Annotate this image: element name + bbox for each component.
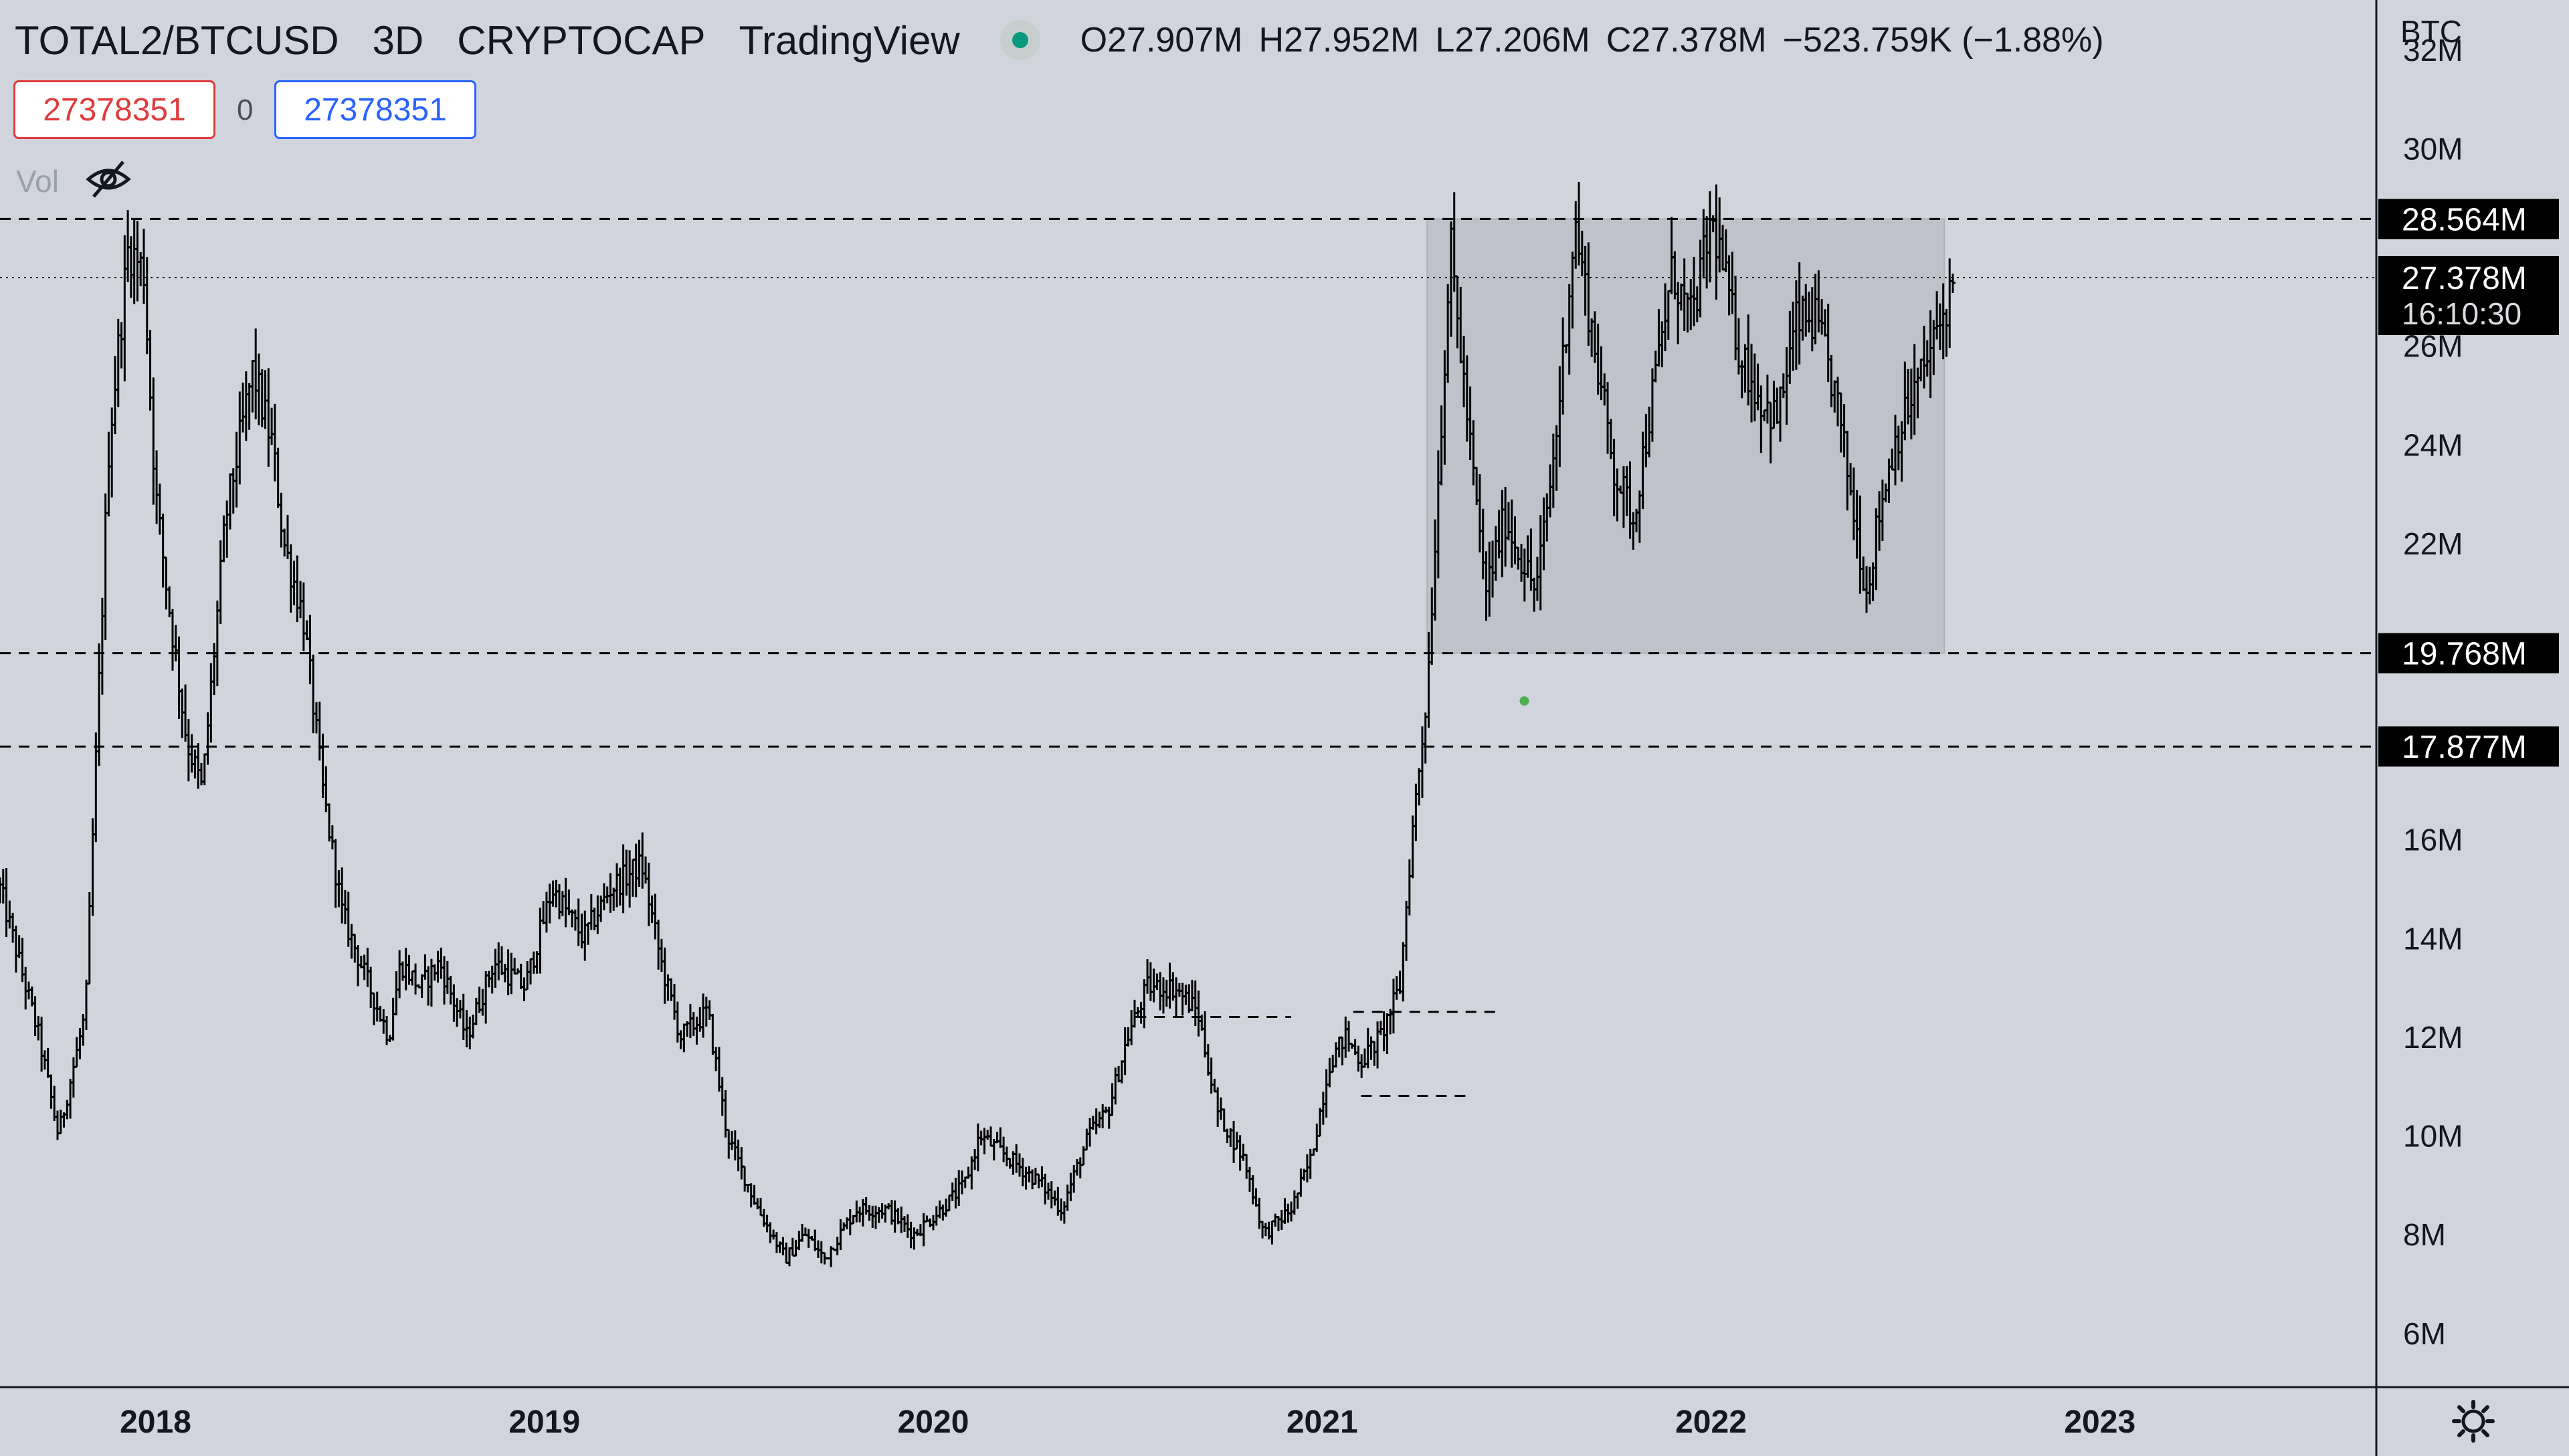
signal-marker-dot: [1519, 696, 1529, 706]
level-label-box: [2378, 199, 2559, 239]
axis-unit-label: BTC: [2400, 14, 2462, 49]
x-tick-label: 2018: [120, 1405, 191, 1440]
sell-button[interactable]: 27378351: [13, 80, 215, 139]
eye-off-icon[interactable]: [84, 158, 132, 201]
x-tick-label: 2021: [1287, 1405, 1358, 1440]
y-tick-label: 12M: [2403, 1020, 2463, 1055]
level-lines-layer: [0, 217, 2376, 1098]
exchange-label: CRYPTOCAP: [457, 17, 706, 63]
x-tick-label: 2019: [508, 1405, 580, 1440]
ohlc-bar: [1949, 274, 1956, 293]
level-label-text: 19.768M: [2402, 637, 2527, 672]
current-price-label: 27.378M: [2402, 261, 2527, 296]
y-tick-label: 6M: [2403, 1316, 2446, 1351]
low-value: L27.206M: [1435, 21, 1590, 60]
y-tick-label: 8M: [2403, 1217, 2446, 1252]
y-tick-label: 14M: [2403, 921, 2463, 956]
plot-background: [0, 0, 2376, 1387]
level-label-text: 28.564M: [2402, 202, 2527, 237]
range-box-layer: [1426, 218, 1945, 654]
spread-value: 0: [237, 94, 254, 126]
close-value: C27.378M: [1606, 21, 1767, 60]
status-dot-icon: [1000, 20, 1040, 60]
high-value: H27.952M: [1258, 21, 1420, 60]
symbol-name[interactable]: TOTAL2/BTCUSD: [15, 17, 339, 63]
gear-icon[interactable]: [2451, 1399, 2495, 1443]
level-label-box: [2378, 726, 2559, 767]
level-label-box: [2378, 633, 2559, 673]
interval-label[interactable]: 3D: [372, 17, 424, 63]
buy-button[interactable]: 27378351: [274, 80, 476, 139]
y-tick-label: 10M: [2403, 1119, 2463, 1154]
ohlc-values: O27.907M H27.952M L27.206M C27.378M −523…: [1080, 20, 2104, 60]
range-box[interactable]: [1426, 218, 1945, 654]
y-tick-label: 16M: [2403, 823, 2463, 857]
current-price-label-box: [2378, 255, 2559, 335]
x-tick-label: 2022: [1675, 1405, 1747, 1440]
candle-bars-layer: [0, 182, 1956, 1267]
y-tick-label: 30M: [2403, 131, 2463, 166]
time-axis-ticks: 2018201920202021202220232024: [120, 1389, 2569, 1456]
level-label-text: 17.877M: [2402, 730, 2527, 765]
chart-header: TOTAL2/BTCUSD 3D CRYPTOCAP TradingView O…: [0, 0, 2368, 80]
x-tick-label: 2020: [898, 1405, 969, 1440]
y-tick-label: 32M: [2403, 33, 2463, 68]
countdown-label: 16:10:30: [2402, 296, 2522, 331]
volume-label: Vol: [16, 164, 59, 199]
change-value: −523.759K (−1.88%): [1782, 21, 2104, 60]
marker-layer: [1519, 696, 1529, 706]
source-label: TradingView: [739, 17, 960, 63]
x-tick-label: 2023: [2064, 1405, 2135, 1440]
y-tick-label: 24M: [2403, 427, 2463, 462]
y-tick-label: 22M: [2403, 526, 2463, 561]
open-value: O27.907M: [1080, 21, 1243, 60]
